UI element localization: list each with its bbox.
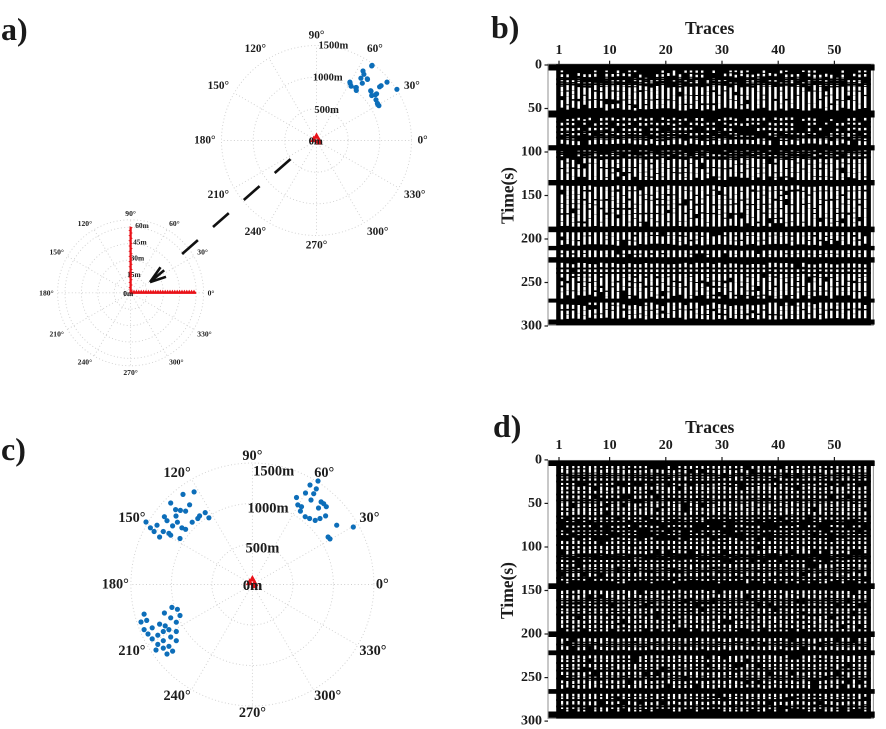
svg-text:150°: 150° [118, 510, 145, 526]
svg-text:1500m: 1500m [319, 40, 349, 51]
svg-text:50: 50 [528, 496, 542, 511]
svg-text:120°: 120° [78, 219, 92, 228]
svg-text:1: 1 [556, 43, 563, 58]
svg-text:0m: 0m [123, 289, 134, 298]
svg-text:0m: 0m [243, 578, 262, 594]
svg-text:Time(s): Time(s) [497, 562, 517, 619]
svg-text:60m: 60m [135, 221, 149, 230]
svg-text:0°: 0° [376, 577, 389, 593]
svg-text:0°: 0° [418, 135, 428, 147]
svg-text:300°: 300° [169, 358, 183, 367]
svg-text:Traces: Traces [685, 417, 734, 437]
svg-text:40: 40 [771, 43, 785, 58]
svg-text:0°: 0° [208, 288, 215, 297]
svg-text:300: 300 [521, 714, 542, 729]
svg-text:0m: 0m [309, 137, 323, 148]
svg-text:40: 40 [771, 438, 785, 453]
svg-text:30°: 30° [404, 80, 420, 92]
svg-text:240°: 240° [164, 688, 191, 704]
svg-text:240°: 240° [245, 226, 266, 238]
svg-text:0: 0 [535, 452, 542, 467]
svg-text:180°: 180° [39, 288, 53, 297]
svg-text:240°: 240° [78, 358, 92, 367]
svg-text:120°: 120° [245, 43, 266, 55]
svg-text:10: 10 [603, 438, 617, 453]
svg-text:270°: 270° [239, 705, 266, 721]
svg-text:210°: 210° [118, 643, 145, 659]
svg-text:300°: 300° [314, 688, 341, 704]
svg-text:300°: 300° [367, 226, 388, 238]
svg-text:30°: 30° [359, 510, 379, 526]
svg-text:150: 150 [521, 583, 542, 598]
svg-text:150°: 150° [208, 80, 229, 92]
svg-text:45m: 45m [133, 237, 147, 246]
svg-text:60°: 60° [314, 465, 334, 481]
svg-text:Traces: Traces [685, 18, 734, 38]
svg-text:15m: 15m [127, 270, 141, 279]
svg-text:150°: 150° [49, 247, 63, 256]
svg-text:50: 50 [827, 43, 841, 58]
svg-text:100: 100 [521, 540, 542, 555]
svg-text:30: 30 [715, 438, 729, 453]
svg-text:90°: 90° [309, 30, 325, 42]
svg-text:120°: 120° [164, 465, 191, 481]
svg-text:180°: 180° [194, 135, 215, 147]
svg-text:c): c) [1, 431, 26, 467]
svg-text:d): d) [493, 408, 521, 444]
svg-text:1500m: 1500m [253, 464, 294, 480]
svg-text:30m: 30m [131, 254, 145, 263]
svg-text:90°: 90° [242, 448, 262, 464]
svg-text:200: 200 [521, 232, 542, 247]
svg-text:1000m: 1000m [313, 73, 343, 84]
svg-text:60°: 60° [367, 43, 383, 55]
svg-text:100: 100 [521, 145, 542, 160]
svg-text:0: 0 [535, 58, 542, 73]
svg-text:180°: 180° [102, 577, 129, 593]
svg-text:50: 50 [827, 438, 841, 453]
svg-text:60°: 60° [169, 219, 180, 228]
svg-text:200: 200 [521, 627, 542, 642]
svg-text:330°: 330° [197, 329, 211, 338]
svg-text:30: 30 [715, 43, 729, 58]
svg-text:50: 50 [528, 101, 542, 116]
svg-text:Time(s): Time(s) [498, 167, 518, 224]
svg-text:300: 300 [521, 319, 542, 334]
svg-text:330°: 330° [359, 643, 386, 659]
svg-text:b): b) [491, 9, 519, 45]
svg-text:250: 250 [521, 275, 542, 290]
svg-text:30°: 30° [197, 247, 208, 256]
svg-text:210°: 210° [208, 189, 229, 201]
svg-text:270°: 270° [306, 239, 327, 251]
svg-text:250: 250 [521, 670, 542, 685]
svg-text:a): a) [1, 11, 28, 47]
svg-text:10: 10 [603, 43, 617, 58]
svg-text:0m: 0m [123, 289, 134, 298]
svg-text:500m: 500m [245, 541, 279, 557]
svg-text:500m: 500m [314, 105, 339, 116]
svg-text:20: 20 [659, 438, 673, 453]
svg-text:90°: 90° [125, 209, 136, 218]
svg-text:270°: 270° [123, 368, 137, 377]
svg-text:1: 1 [556, 438, 563, 453]
svg-text:210°: 210° [49, 329, 63, 338]
svg-text:330°: 330° [404, 189, 425, 201]
svg-text:1000m: 1000m [247, 501, 288, 517]
svg-text:20: 20 [659, 43, 673, 58]
svg-text:150: 150 [521, 188, 542, 203]
